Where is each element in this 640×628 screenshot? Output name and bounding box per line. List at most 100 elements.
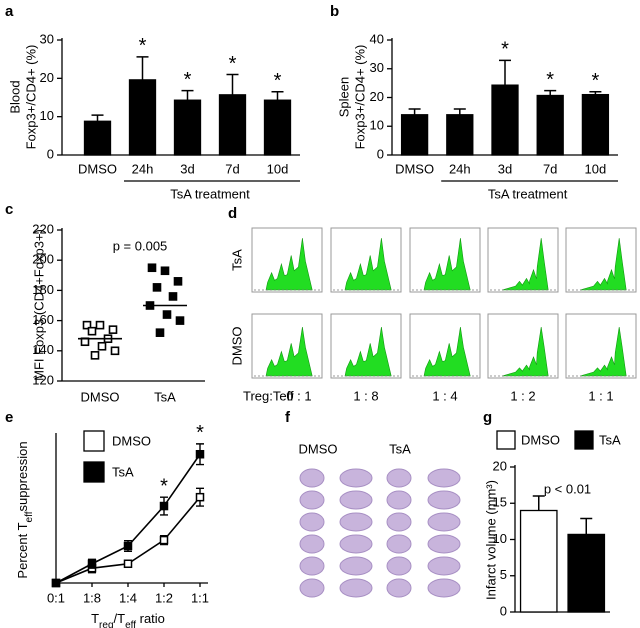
col-label: 0 : 1 [286,388,311,403]
brain-slice [386,578,412,598]
legend-swatch [496,430,516,450]
error-bar [499,59,511,86]
histogram [344,326,392,377]
brain-slice [339,490,373,510]
error-bar [580,517,593,535]
data-point [195,449,205,459]
bar [263,99,292,156]
col-label: 1 : 2 [510,388,535,403]
panel-label: d [228,205,237,222]
error-bar [226,73,239,95]
significance: * [229,53,237,75]
y-axis-label: Percent Teffsuppression [15,441,35,578]
y-tick-label: 120 [32,372,54,387]
legend-swatch [574,430,594,450]
significance: * [274,70,282,92]
data-point [173,277,183,286]
error-bar [453,108,466,115]
x-tick-label: DMSO [78,161,117,176]
y-tick-label: 20 [493,458,507,473]
histogram-frame [565,313,637,379]
group-label: TsA treatment [488,186,568,201]
x-tick-label: 3d [180,161,194,176]
label-part: eff [125,620,136,628]
brain-slice [427,534,461,554]
y-axis-label: MFI Foxp3 (CD4+Foxp3+) [31,229,46,381]
error-bar [544,89,557,96]
label-part: eff [24,511,35,522]
bar [491,84,519,156]
brain-slice [299,534,325,554]
error-bar [408,108,421,115]
brain-slice [299,490,325,510]
col-title: Treg:Teff [243,388,294,403]
label-part: Percent T [15,522,30,578]
significance: * [546,69,554,91]
y-tick-label: 140 [32,342,54,357]
brain-slice [386,468,412,488]
y-tick-label: 10 [370,118,384,133]
error-bar [136,56,149,80]
bar [218,94,247,156]
y-tick-label: 40 [370,31,384,46]
y-tick-label: 20 [370,89,384,104]
y-tick-label: 180 [32,282,54,297]
bar [400,114,429,156]
x-tick-label: TsA [154,389,176,404]
label-part: /T [114,611,126,626]
y-tick-label: 30 [370,60,384,75]
histogram-frame [565,227,637,293]
significance: * [592,70,600,92]
x-tick-label: 1:4 [119,590,137,605]
panel-label: f [285,409,291,426]
y-axis-label: Spleen [336,77,351,117]
annotation: p = 0.005 [113,238,168,253]
col-label: TsA [389,441,411,456]
legend-label: TsA [112,464,134,479]
brain-slice [427,468,461,488]
histogram [579,326,627,377]
brain-slice [427,556,461,576]
data-point [168,292,178,301]
x-axis-label: Treg/Teff ratio [91,611,165,628]
legend-label: DMSO [521,432,560,447]
bar [567,533,606,613]
data-point [152,283,162,292]
significance: * [184,69,192,91]
brain-slice [299,468,325,488]
brain-slice [299,512,325,532]
brain-slice [386,490,412,510]
label-part: suppression [15,441,30,511]
data-point [51,578,61,588]
label-part: T [91,611,99,626]
data-point [95,320,105,330]
legend-swatch [83,430,105,452]
brain-slice [427,490,461,510]
data-point [159,535,169,545]
bar [83,120,112,156]
error-bar [91,114,104,122]
data-point [110,346,120,356]
x-tick-label: 7d [225,161,239,176]
panel-label: g [483,409,492,426]
data-point [195,492,205,502]
col-label: DMSO [299,441,338,456]
brain-slice [299,578,325,598]
histogram [423,238,471,291]
data-point [90,351,100,360]
data-point [87,559,97,569]
panel-label: e [5,409,13,426]
y-tick-label: 220 [32,221,54,236]
data-point [155,328,165,337]
y-tick-label: 0 [47,146,54,161]
brain-slice [339,512,373,532]
x-tick-label: 7d [543,161,557,176]
x-tick-label: 0:1 [47,590,65,605]
data-point [147,263,157,273]
data-point [87,326,97,336]
brain-slice [299,556,325,576]
y-tick-label: 15 [493,495,507,510]
histogram [501,238,549,291]
x-tick-label: DMSO [81,389,120,404]
label-part: reg [99,620,113,628]
